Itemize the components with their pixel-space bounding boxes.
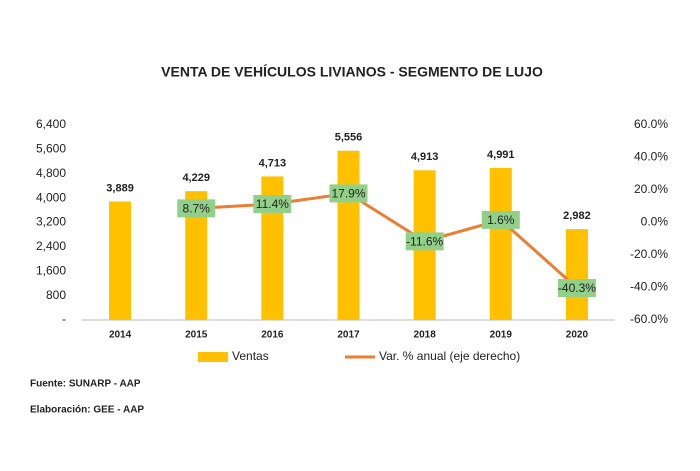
x-tick-label: 2015 (185, 330, 208, 341)
x-tick-label: 2014 (109, 330, 132, 341)
legend-label: Var. % anual (eje derecho) (379, 349, 520, 363)
bar (565, 229, 588, 320)
y-tick-label: 2,400 (36, 239, 66, 253)
y2-tick-label: -40.0% (630, 280, 668, 294)
x-tick-label: 2018 (414, 330, 437, 341)
y2-tick-label: 60.0% (634, 117, 668, 131)
label-bg (405, 232, 444, 251)
y2-tick-label: 0.0% (641, 215, 669, 229)
x-tick-label: 2016 (261, 330, 284, 341)
label-bg (253, 194, 292, 213)
value-label: -11.6% (406, 235, 443, 249)
x-tick-label: 2017 (337, 330, 360, 341)
source-note: Fuente: SUNARP - AAP (30, 379, 141, 390)
value-label: 17.9% (331, 187, 365, 201)
y-tick-label: 3,200 (36, 215, 66, 229)
bar (185, 191, 208, 320)
y-tick-label: 4,800 (36, 166, 66, 180)
value-label: 3,889 (106, 182, 134, 194)
y-tick-label: 4,000 (36, 190, 66, 204)
bar (109, 201, 132, 320)
value-label: 4,713 (259, 157, 287, 169)
value-label: 4,229 (182, 172, 210, 184)
chart-title: VENTA DE VEHÍCULOS LIVIANOS - SEGMENTO D… (161, 64, 543, 80)
label-bg (177, 199, 216, 218)
label-bg (557, 278, 596, 297)
value-label: 11.4% (256, 197, 289, 211)
y2-tick-label: 20.0% (634, 182, 668, 196)
x-tick-label: 2019 (490, 330, 513, 341)
value-label: 1.6% (487, 213, 515, 227)
value-label: 5,556 (335, 132, 363, 144)
value-label: 4,913 (411, 151, 439, 163)
y-tick-label: 1,600 (36, 263, 66, 277)
credit-note: Elaboración: GEE - AAP (30, 405, 144, 416)
y-tick-label: 6,400 (36, 117, 66, 131)
x-tick-label: 2020 (566, 330, 589, 341)
y-tick-label: - (62, 312, 66, 326)
value-label: 2,982 (563, 210, 591, 222)
y2-tick-label: -20.0% (630, 247, 668, 261)
value-label: 8.7% (183, 202, 211, 216)
bar (337, 150, 360, 320)
value-label: 4,991 (487, 149, 515, 161)
y-tick-label: 800 (46, 288, 66, 302)
value-label: -40.3% (558, 281, 596, 295)
bar (489, 167, 512, 320)
label-bg (481, 210, 520, 229)
legend-swatch (198, 352, 228, 362)
line (196, 191, 578, 290)
legend-label: Ventas (232, 349, 269, 363)
y2-tick-label: 40.0% (634, 150, 668, 164)
label-bg (329, 184, 368, 203)
y2-tick-label: -60.0% (630, 312, 668, 326)
y-tick-label: 5,600 (36, 142, 66, 156)
